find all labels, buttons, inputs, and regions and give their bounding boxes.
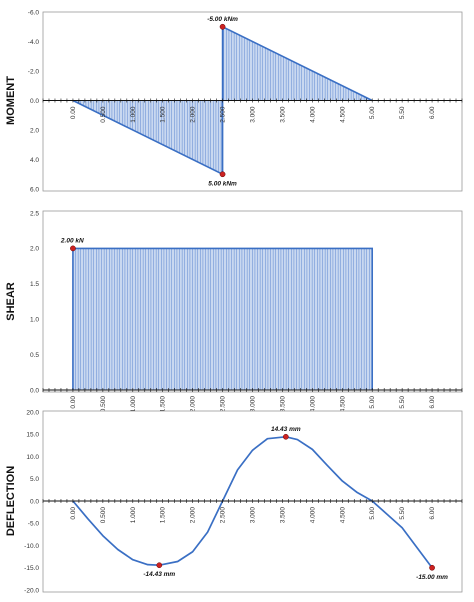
deflection-xtick-label: 3.000	[250, 507, 257, 524]
moment-xtick-label: 3.000	[250, 106, 257, 123]
deflection-xtick-label: 1.500	[160, 507, 167, 524]
moment-ytick-label: 0.0	[30, 98, 39, 105]
moment-annotation: 5.00 kNm	[208, 180, 237, 187]
moment-ytick-label: 6.0	[30, 186, 39, 193]
shear-series-line	[72, 247, 374, 390]
moment-xtick-label: 6.00	[429, 106, 436, 119]
deflection-xtick-label: 0.00	[70, 507, 77, 520]
shear-xtick-label: 3.500	[279, 396, 286, 413]
shear-xtick-label: 1.000	[130, 396, 137, 413]
moment-marker	[219, 171, 226, 178]
deflection-annotation: -14.43 mm	[143, 571, 175, 578]
deflection-marker	[429, 564, 435, 571]
shear-xtick-label: 5.00	[369, 396, 376, 409]
moment-xtick-label: 0.00	[70, 106, 77, 119]
deflection-ytick-label: 0.0	[30, 498, 39, 505]
shear-hatching	[72, 248, 373, 390]
shear-chart: 0.00 0.500 1.000 1.500 2.000 2.500 3.000 3.500 4…	[5, 210, 463, 413]
deflection-xtick-label: 4.000	[309, 507, 316, 524]
moment-xtick-label: 5.00	[369, 106, 376, 119]
deflection-xtick-label: 1.000	[130, 507, 137, 524]
deflection-ytick-label: -20.0	[24, 587, 39, 594]
moment-xtick-label: 3.500	[279, 106, 286, 123]
deflection-chart: 0.00 0.500 1.000 1.500 2.000 2.500 3.000 3.500 4…	[5, 409, 463, 594]
moment-xtick-label: 4.500	[339, 106, 346, 123]
deflection-annotation: 14.43 mm	[271, 426, 301, 433]
shear-annotation: 2.00 kN	[60, 237, 84, 244]
shear-marker	[70, 245, 76, 252]
moment-ytick-label: 4.0	[30, 157, 39, 164]
deflection-xtick-label: 3.500	[279, 507, 286, 524]
moment-ytick-label: 2.0	[30, 127, 39, 134]
moment-chart: 0.00 0.500 1.000 1.500 2.000 2.500 3.000 3.500 4…	[5, 9, 463, 193]
deflection-ytick-label: -10.0	[24, 543, 39, 550]
shear-xtick-label: 0.500	[100, 396, 107, 413]
shear-ytick-label: 0.5	[30, 352, 39, 359]
moment-ytick-label: -2.0	[28, 68, 40, 75]
shear-xtick-label: 2.000	[190, 396, 197, 413]
shear-ytick-label: 0.0	[30, 387, 39, 394]
shear-xtick-label: 2.500	[220, 396, 227, 413]
moment-annotation: -5.00 kNm	[207, 16, 238, 23]
deflection-ytick-label: 5.0	[30, 476, 39, 483]
shear-ytick-label: 1.5	[30, 281, 39, 288]
deflection-xtick-label: 2.000	[190, 507, 197, 524]
deflection-ytick-label: -15.0	[24, 565, 39, 572]
moment-xtick-label: 2.500	[220, 106, 227, 123]
deflection-ytick-label: 15.0	[26, 432, 39, 439]
deflection-ytick-label: -5.0	[28, 521, 40, 528]
moment-xtick-label: 4.000	[309, 106, 316, 123]
deflection-marker	[282, 433, 289, 440]
shear-xtick-label: 4.500	[339, 396, 346, 413]
shear-xtick-label: 6.00	[429, 396, 436, 409]
deflection-ytick-label: 10.0	[26, 454, 39, 461]
moment-ytick-label: -6.0	[28, 9, 40, 16]
shear-ytick-label: 2.5	[30, 210, 39, 217]
shear-area-fill	[72, 248, 373, 390]
deflection-ytick-label: 20.0	[26, 409, 39, 416]
deflection-xtick-label: 5.50	[399, 507, 406, 520]
shear-xtick-label: 4.000	[309, 396, 316, 413]
shear-xtick-label: 3.000	[250, 396, 257, 413]
deflection-xtick-label: 0.500	[100, 507, 107, 524]
moment-marker	[219, 23, 226, 30]
deflection-annotation: -15.00 mm	[416, 574, 448, 581]
shear-axis-title: SHEAR	[5, 282, 17, 321]
deflection-xtick-label: 6.00	[429, 507, 436, 520]
moment-xtick-label: 5.50	[399, 106, 406, 119]
shear-ytick-label: 2.0	[30, 246, 39, 253]
shear-xtick-label: 0.00	[70, 396, 77, 409]
deflection-xtick-label: 2.500	[220, 507, 227, 524]
moment-xtick-label: 0.500	[100, 106, 107, 123]
moment-axis-title: MOMENT	[5, 76, 17, 125]
deflection-axis-title: DEFLECTION	[5, 466, 17, 536]
moment-xtick-label: 2.000	[190, 106, 197, 123]
moment-xtick-label: 1.500	[160, 106, 167, 123]
deflection-marker	[156, 562, 163, 569]
moment-xtick-label: 1.000	[130, 106, 137, 123]
deflection-xtick-label: 5.00	[369, 507, 376, 520]
shear-xtick-label: 5.50	[399, 396, 406, 409]
deflection-xtick-label: 4.500	[339, 507, 346, 524]
moment-ytick-label: -4.0	[28, 39, 40, 46]
shear-ytick-label: 1.0	[30, 317, 39, 324]
shear-xtick-label: 1.500	[160, 396, 167, 413]
